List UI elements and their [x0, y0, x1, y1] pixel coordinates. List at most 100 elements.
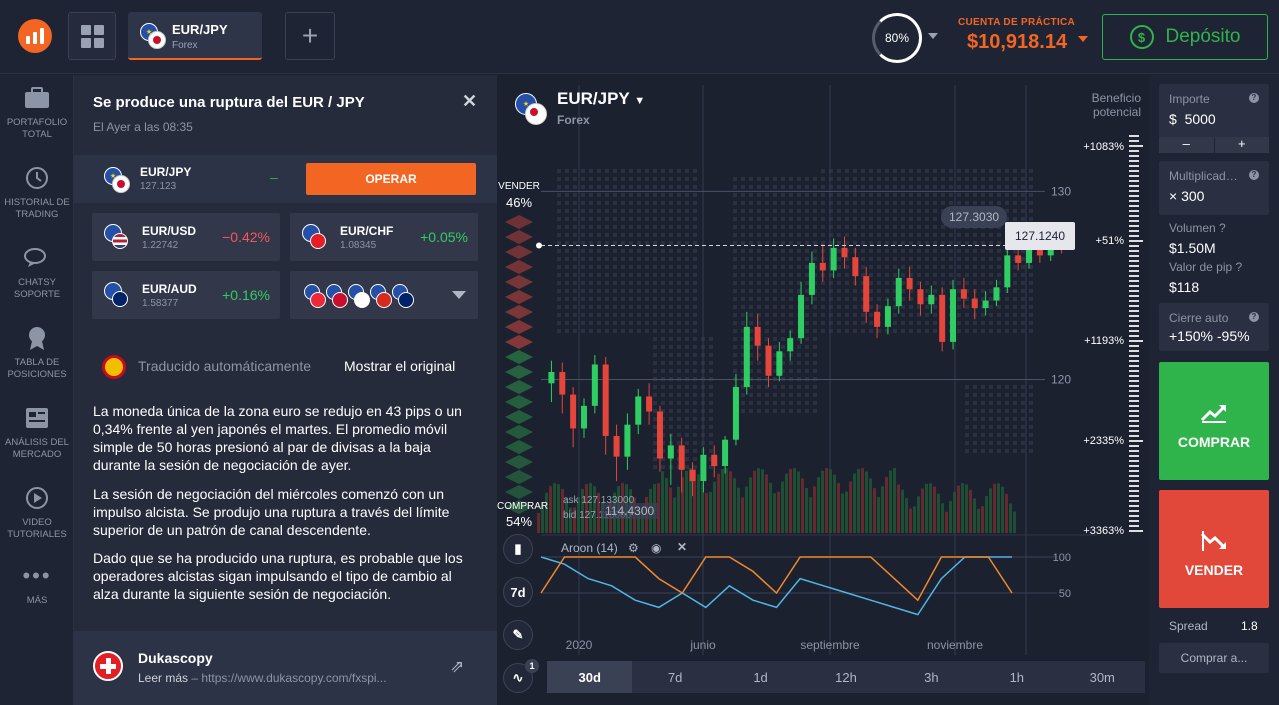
- sidebar-item-history[interactable]: HISTORIAL DE TRADING: [0, 165, 74, 221]
- account-balance[interactable]: $10,918.14: [967, 31, 1068, 53]
- map-dot: [581, 289, 585, 293]
- map-dot: [637, 297, 641, 301]
- map-dot: [749, 321, 753, 325]
- indicator-settings-icon[interactable]: ⚙: [628, 541, 639, 555]
- timeframe-1h[interactable]: 1h: [1009, 669, 1025, 685]
- help-icon[interactable]: ?: [1249, 93, 1259, 103]
- map-dot: [677, 329, 681, 333]
- map-dot: [781, 297, 785, 301]
- period-button[interactable]: 7d: [503, 577, 533, 607]
- amount-increase-button[interactable]: +: [1214, 137, 1269, 153]
- map-dot: [957, 281, 961, 285]
- map-dot: [957, 273, 961, 277]
- map-dot: [733, 361, 737, 365]
- map-dot: [853, 289, 857, 293]
- volume-bar: [857, 468, 860, 533]
- pair-card-eurchf[interactable]: EUR/CHF 1.08345 +0.05%: [290, 213, 478, 261]
- eye-icon[interactable]: ◉: [651, 541, 662, 555]
- timeframe-7d[interactable]: 7d: [667, 669, 683, 685]
- timeframe-1d[interactable]: 1d: [753, 669, 768, 685]
- buy-at-button[interactable]: Comprar a...: [1159, 643, 1269, 673]
- amount-value[interactable]: $ 5000: [1169, 111, 1216, 127]
- read-more-link[interactable]: Leer más – https://www.dukascopy.com/fxs…: [138, 671, 387, 685]
- help-icon[interactable]: ?: [1249, 170, 1259, 180]
- amount-field[interactable]: Importe? $ 5000: [1159, 84, 1269, 138]
- add-asset-button[interactable]: +: [285, 12, 335, 60]
- map-dot: [605, 177, 609, 181]
- pair-card-eurusd[interactable]: EUR/USD 1.22742 −0.42%: [92, 213, 280, 261]
- auto-close-value[interactable]: +150% -95%: [1169, 328, 1250, 344]
- map-dot: [973, 169, 977, 173]
- map-dot: [669, 345, 673, 349]
- help-icon[interactable]: ?: [1249, 312, 1259, 322]
- map-dot: [789, 177, 793, 181]
- multiplier-field[interactable]: Multiplicad…? × 300: [1159, 161, 1269, 215]
- map-dot: [957, 233, 961, 237]
- percent-scale-tick: [1129, 350, 1139, 352]
- app-logo-icon[interactable]: [18, 19, 52, 53]
- map-dot: [949, 185, 953, 189]
- chart-asset-name[interactable]: EUR/JPY ▼: [557, 89, 645, 109]
- gauge-chevron-down-icon[interactable]: [928, 33, 938, 39]
- sidebar-item-market-analysis[interactable]: ANÁLISIS DEL MERCADO: [0, 405, 74, 461]
- indicators-button[interactable]: ∿ 1: [503, 659, 539, 693]
- amount-decrease-button[interactable]: –: [1159, 137, 1214, 153]
- grid-view-button[interactable]: [68, 12, 116, 60]
- close-icon[interactable]: ✕: [462, 91, 478, 111]
- map-dot: [989, 249, 993, 253]
- map-dot: [589, 273, 593, 277]
- profit-gauge[interactable]: 80%: [872, 13, 922, 63]
- show-original-link[interactable]: Mostrar el original: [344, 358, 456, 374]
- chart-area[interactable]: 2020 junio septiembre noviembre 120 130 +1083%…: [497, 75, 1149, 705]
- account-type-label[interactable]: CUENTA DE PRÁCTICA: [958, 17, 1076, 28]
- multiplier-value[interactable]: × 300: [1169, 188, 1205, 204]
- more-pairs-dropdown[interactable]: [290, 271, 478, 319]
- map-dot: [685, 289, 689, 293]
- pair-card-euraud[interactable]: EUR/AUD 1.58377 +0.16%: [92, 271, 280, 319]
- sell-button[interactable]: VENDER: [1159, 490, 1269, 608]
- timeframe-30d[interactable]: 30d: [547, 661, 633, 693]
- volume-bar: [801, 478, 804, 533]
- map-dot: [773, 345, 777, 349]
- map-dot: [677, 361, 681, 365]
- indicator-close-icon[interactable]: ✕: [677, 540, 688, 554]
- volume-bar: [765, 474, 768, 533]
- account-chevron-down-icon[interactable]: [1078, 36, 1088, 42]
- sidebar-item-leaderboard[interactable]: TABLA DE POSICIONES: [0, 325, 74, 381]
- map-dot: [573, 273, 577, 277]
- sidebar-item-video-tutorials[interactable]: VIDEO TUTORIALES: [0, 485, 74, 541]
- external-link-icon[interactable]: ⇗: [450, 657, 465, 676]
- map-dot: [877, 297, 881, 301]
- help-icon[interactable]: ?: [1219, 221, 1226, 235]
- sidebar-item-more[interactable]: ••• MÁS: [0, 563, 74, 607]
- timeframe-30m[interactable]: 30m: [1089, 669, 1115, 685]
- buy-button[interactable]: COMPRAR: [1159, 362, 1269, 480]
- drawing-tools-button[interactable]: ✎: [503, 620, 533, 650]
- percent-scale-tick: [1129, 335, 1139, 337]
- sidebar-label: CHATSY: [18, 277, 56, 288]
- map-dot: [653, 409, 657, 413]
- operate-button[interactable]: OPERAR: [306, 163, 476, 195]
- candle-type-button[interactable]: ▮: [503, 534, 533, 564]
- map-dot: [765, 209, 769, 213]
- map-dot: [877, 193, 881, 197]
- volume-bar: [901, 489, 904, 533]
- map-dot: [973, 265, 977, 269]
- price-chart[interactable]: 2020 junio septiembre noviembre120130+1083%…: [497, 75, 1149, 705]
- help-icon[interactable]: ?: [1235, 260, 1243, 274]
- timeframe-12h[interactable]: 12h: [835, 669, 857, 685]
- auto-close-field[interactable]: Cierre auto? +150% -95%: [1159, 303, 1269, 351]
- map-dot: [893, 217, 897, 221]
- buy-label: COMPRAR: [1177, 434, 1251, 450]
- map-dot: [789, 385, 793, 389]
- map-dot: [581, 169, 585, 173]
- candle-body: [776, 351, 783, 376]
- asset-tab-eurjpy[interactable]: ★ EUR/JPY Forex: [128, 12, 262, 60]
- sidebar-item-chat[interactable]: CHATSY SOPORTE: [0, 245, 74, 301]
- map-dot: [661, 193, 665, 197]
- deposit-button[interactable]: $ Depósito: [1102, 14, 1268, 60]
- timeframe-3h[interactable]: 3h: [924, 669, 939, 685]
- sidebar-item-portfolio[interactable]: PORTAFOLIO TOTAL: [0, 85, 74, 141]
- sentiment-chevron: [505, 455, 533, 469]
- map-dot: [669, 313, 673, 317]
